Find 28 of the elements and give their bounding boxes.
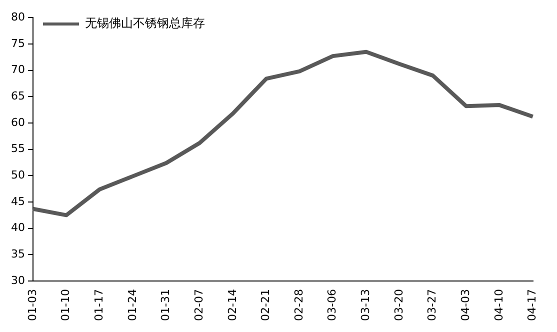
x-tick-label: 01-03 bbox=[26, 289, 39, 322]
x-tick-label: 02-28 bbox=[292, 289, 306, 322]
x-tick-label: 02-14 bbox=[226, 289, 239, 322]
x-tick-label: 03-13 bbox=[359, 289, 372, 322]
y-tick-label: 40 bbox=[10, 221, 25, 234]
x-tick-label: 03-06 bbox=[326, 289, 339, 322]
y-tick-label: 70 bbox=[10, 63, 25, 76]
x-tick-label: 01-31 bbox=[159, 289, 172, 322]
x-tick-label: 03-20 bbox=[392, 289, 406, 322]
legend-label: 无锡佛山不锈钢总库存 bbox=[84, 16, 205, 30]
y-tick-label: 45 bbox=[10, 194, 25, 208]
y-tick-label: 50 bbox=[10, 168, 25, 182]
y-tick-label: 30 bbox=[10, 274, 25, 287]
y-tick-label: 55 bbox=[10, 142, 25, 156]
x-tick-label: 01-10 bbox=[59, 289, 72, 322]
y-tick-label: 80 bbox=[10, 10, 25, 24]
x-tick-label: 01-24 bbox=[126, 289, 139, 322]
x-tick-label: 02-07 bbox=[192, 289, 206, 322]
y-tick-label: 75 bbox=[10, 36, 25, 50]
x-tick-label: 03-27 bbox=[426, 289, 439, 322]
x-tick-label: 02-21 bbox=[259, 289, 272, 322]
y-tick-label: 65 bbox=[10, 89, 25, 102]
y-tick-label: 35 bbox=[10, 248, 25, 261]
x-tick-label: 04-10 bbox=[492, 289, 506, 322]
x-tick-label: 04-03 bbox=[459, 289, 472, 322]
x-tick-label: 04-17 bbox=[526, 289, 539, 322]
y-tick-label: 60 bbox=[10, 116, 25, 129]
x-tick-label: 01-17 bbox=[92, 289, 106, 322]
